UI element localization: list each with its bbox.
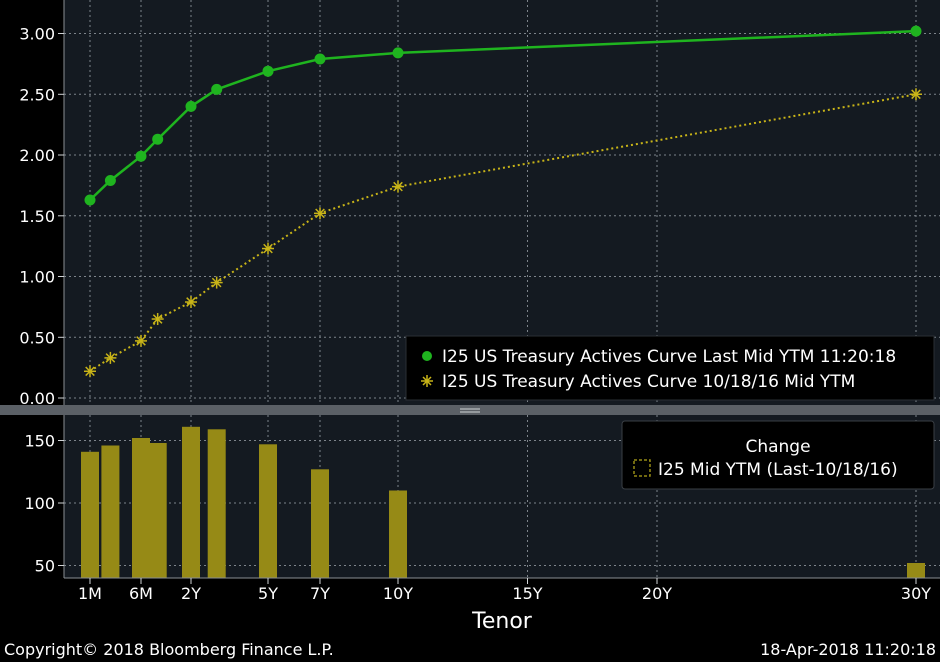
top-legend-series-1: I25 US Treasury Actives Curve Last Mid Y… <box>442 347 896 367</box>
change-bar <box>101 445 120 578</box>
series-2-point <box>135 334 147 347</box>
series-1-point <box>135 150 147 162</box>
bottom-bars-layer <box>81 426 925 579</box>
change-bar <box>182 426 200 579</box>
top-y-tick-label: 0.50 <box>19 328 55 347</box>
series-1-point <box>84 194 96 206</box>
top-y-tick-label: 3.00 <box>19 25 55 44</box>
top-y-tick-label: 2.50 <box>19 85 55 104</box>
top-y-axis: 0.00 0.50 1.00 1.50 2.00 2.50 3.00 <box>19 0 65 408</box>
bottom-y-tick-label: 150 <box>24 432 55 451</box>
series-line-1 <box>89 29 917 201</box>
series-2-point <box>392 180 404 193</box>
top-y-tick-label: 2.00 <box>19 146 55 165</box>
top-y-tick-label: 1.50 <box>19 207 55 226</box>
series-2-point <box>104 351 117 364</box>
bottom-y-tick-label: 100 <box>24 494 55 513</box>
copyright-text: Copyright© 2018 Bloomberg Finance L.P. <box>4 640 334 659</box>
bottom-legend-box <box>621 420 935 490</box>
series-2-point <box>314 207 326 220</box>
series-line-2 <box>89 93 917 373</box>
bottom-legend-title: Change <box>745 437 810 457</box>
change-bar <box>132 438 150 578</box>
x-axis-title: Tenor <box>471 609 533 634</box>
series-1-point <box>910 25 922 37</box>
legend-circle-marker-icon <box>422 351 432 361</box>
change-bar <box>311 469 329 579</box>
change-bar <box>207 429 226 579</box>
series-2-point <box>262 242 274 255</box>
legend-asterisk-marker-icon <box>421 375 433 387</box>
top-y-tick-label: 1.00 <box>19 268 55 287</box>
change-bar <box>259 444 277 579</box>
series-1-point <box>262 65 274 77</box>
series-2-point <box>185 296 197 309</box>
x-tick-label: 30Y <box>901 584 931 603</box>
change-bar <box>148 443 167 578</box>
x-tick-label: 6M <box>129 584 153 603</box>
series-1-point <box>314 53 326 65</box>
series-1-point <box>104 175 116 186</box>
top-legend-box <box>405 335 935 401</box>
change-bar <box>907 563 925 578</box>
change-bar <box>81 451 99 579</box>
x-tick-label: 20Y <box>642 584 672 603</box>
top-series-layer <box>84 25 922 378</box>
series-1-point <box>392 47 404 59</box>
x-tick-label: 10Y <box>383 584 413 603</box>
x-tick-label: 5Y <box>258 584 278 603</box>
x-tick-label: 1M <box>78 584 102 603</box>
top-y-tick-label: 0.00 <box>19 389 55 408</box>
series-2-point <box>151 313 164 326</box>
change-bar <box>389 490 407 578</box>
series-1-point <box>211 83 223 95</box>
bottom-y-tick-label: 50 <box>35 557 55 576</box>
series-2-point <box>84 365 96 378</box>
x-tick-label: 7Y <box>310 584 330 603</box>
bottom-y-axis: 50 100 150 <box>24 415 65 578</box>
bottom-legend: Change I25 Mid YTM (Last-10/18/16) <box>621 420 935 490</box>
legend-bar-swatch-icon <box>633 459 651 477</box>
x-tick-label: 2Y <box>181 584 201 603</box>
series-1-point <box>185 100 197 112</box>
series-2-point <box>210 276 223 289</box>
footer-timestamp: 18-Apr-2018 11:20:18 <box>760 640 936 659</box>
top-legend: I25 US Treasury Actives Curve Last Mid Y… <box>405 335 935 401</box>
panel-separator <box>0 405 940 415</box>
x-axis: 1M 6M 2Y 5Y 7Y 10Y 15Y 20Y 30Y <box>64 577 940 603</box>
resize-grip-icon[interactable] <box>460 408 480 413</box>
x-tick-label: 15Y <box>512 584 542 603</box>
top-legend-series-2: I25 US Treasury Actives Curve 10/18/16 M… <box>442 372 855 392</box>
series-1-point <box>152 133 164 145</box>
series-2-point <box>910 88 922 101</box>
bottom-legend-series: I25 Mid YTM (Last-10/18/16) <box>658 460 898 480</box>
